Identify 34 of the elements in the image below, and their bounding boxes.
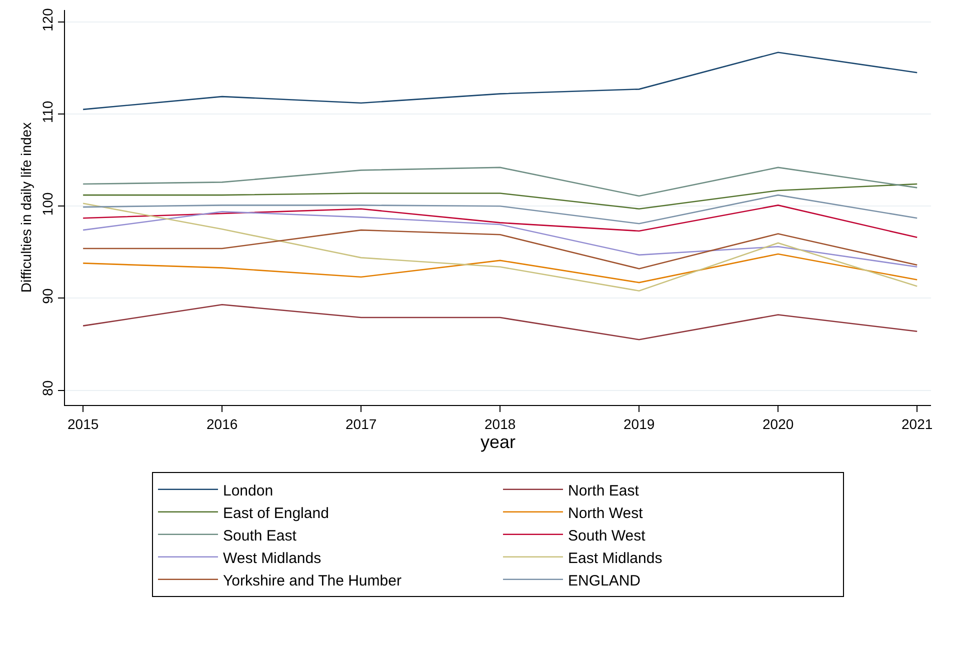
- legend-label: ENGLAND: [568, 572, 641, 590]
- y-axis-title: Difficulties in daily life index: [18, 122, 34, 293]
- line-series: [82, 204, 918, 238]
- x-axis-title: year: [480, 432, 516, 452]
- x-tick-label: 2016: [206, 416, 238, 432]
- line-series: [82, 304, 918, 340]
- y-tick-label: 90: [39, 288, 56, 304]
- line-series: [82, 253, 918, 284]
- x-tick-label: 2019: [624, 416, 655, 432]
- legend-label: Yorkshire and The Humber: [223, 572, 402, 590]
- x-tick-label: 2017: [346, 416, 377, 432]
- legend-label: North West: [568, 504, 644, 522]
- line-series: [82, 52, 918, 110]
- legend-label: North East: [568, 482, 640, 500]
- legend-label: East Midlands: [568, 550, 662, 567]
- line-series: [82, 202, 918, 292]
- x-tick-label: 2015: [67, 416, 99, 432]
- legend-label: West Midlands: [223, 550, 322, 567]
- y-tick-label: 100: [39, 192, 56, 216]
- legend-label: South East: [223, 527, 298, 544]
- legend-label: London: [223, 482, 274, 500]
- x-tick-label: 2021: [902, 416, 933, 432]
- line-series: [82, 194, 918, 224]
- line-series: [82, 210, 918, 268]
- y-tick-label: 120: [39, 8, 56, 32]
- line-series: [82, 183, 918, 210]
- x-tick-label: 2020: [762, 416, 794, 432]
- legend-label: East of England: [223, 504, 329, 522]
- y-tick-label: 80: [39, 380, 56, 396]
- legend-label: South West: [568, 527, 646, 544]
- line-series: [82, 229, 918, 270]
- x-tick-label: 2018: [484, 416, 516, 432]
- y-tick-label: 110: [39, 100, 56, 124]
- line-series: [82, 166, 918, 197]
